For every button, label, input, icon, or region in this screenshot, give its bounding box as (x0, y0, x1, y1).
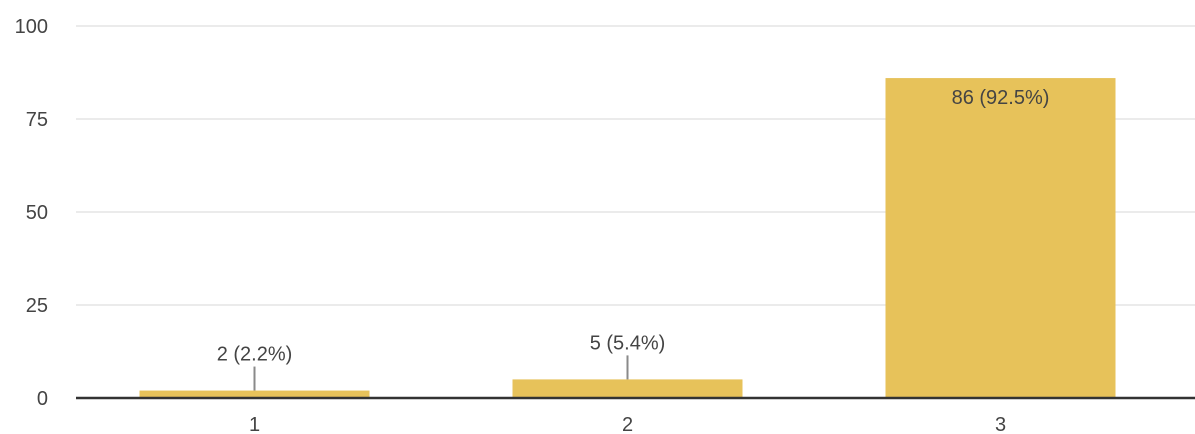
y-tick-label: 0 (37, 388, 48, 410)
x-tick-label: 1 (249, 414, 260, 434)
data-label: 5 (5.4%) (590, 332, 666, 354)
y-tick-label: 100 (15, 16, 48, 38)
data-label: 2 (2.2%) (217, 344, 293, 366)
bar (885, 78, 1116, 398)
y-tick-label: 50 (26, 202, 48, 224)
bars (139, 78, 1116, 398)
y-tick-label: 25 (26, 295, 48, 317)
y-axis-tick-labels: 0 25 50 75 100 (15, 16, 48, 410)
x-axis-tick-labels: 1 2 3 (249, 414, 1006, 434)
bar (139, 390, 370, 398)
bar (512, 379, 743, 398)
y-tick-label: 75 (26, 109, 48, 131)
data-label: 86 (92.5%) (952, 87, 1050, 109)
x-tick-label: 3 (995, 414, 1006, 434)
data-labels: 2 (2.2%) 5 (5.4%) 86 (92.5%) (217, 87, 1050, 391)
x-tick-label: 2 (622, 414, 633, 434)
